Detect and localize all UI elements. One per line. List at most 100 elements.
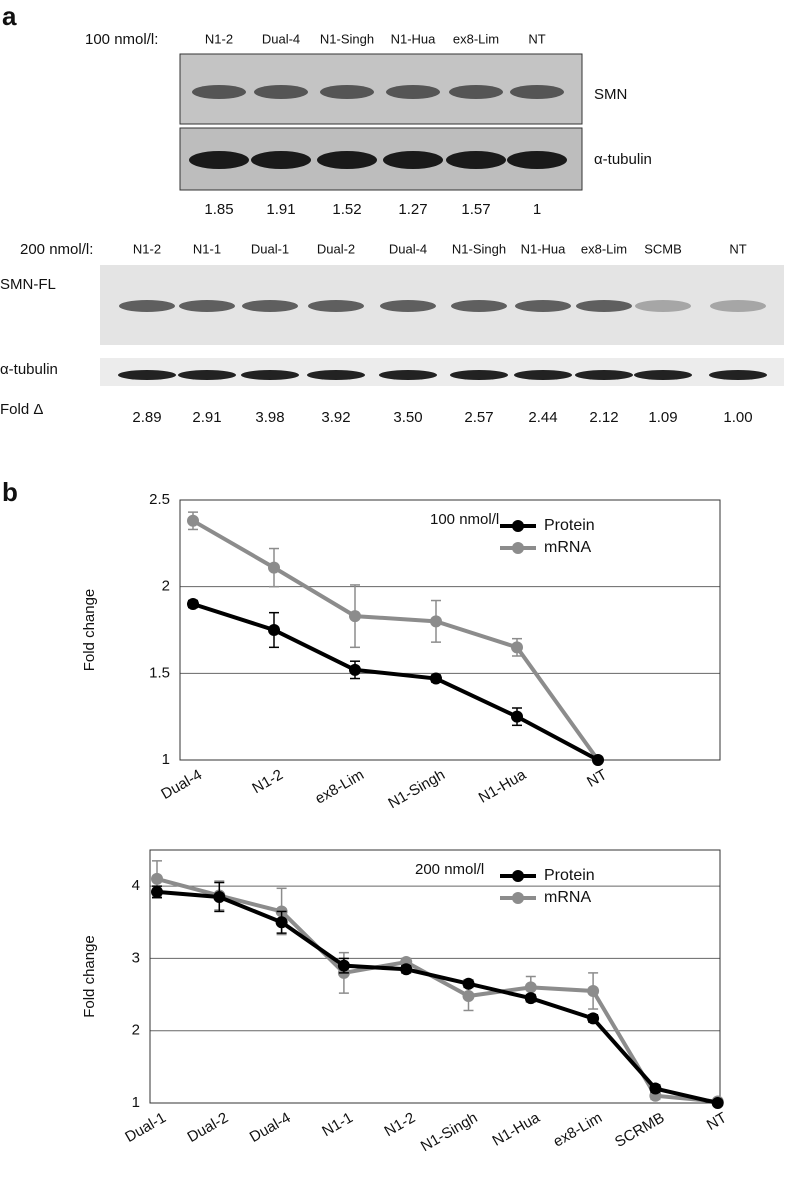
lane-label: N1-Hua xyxy=(391,31,437,46)
series-line xyxy=(156,889,719,1105)
point xyxy=(524,992,537,1005)
legend-label: Protein xyxy=(544,517,595,534)
legend-label: Protein xyxy=(544,867,595,884)
plot-frame xyxy=(179,499,721,761)
point xyxy=(511,710,523,723)
band xyxy=(317,151,377,169)
band xyxy=(514,370,572,380)
band xyxy=(446,151,506,169)
lane-label: NT xyxy=(528,31,545,46)
lane-label: Dual-2 xyxy=(317,241,355,256)
band xyxy=(178,370,236,380)
band-label: SMN-FL xyxy=(0,276,56,293)
fold-value: 1.09 xyxy=(648,409,677,426)
fold-value: 1.00 xyxy=(723,409,752,426)
band xyxy=(634,370,692,380)
point xyxy=(187,598,199,610)
band xyxy=(179,300,235,312)
band xyxy=(192,85,246,99)
lane-label: Dual-1 xyxy=(251,241,289,256)
fold-value: 3.98 xyxy=(255,409,284,426)
y-tick-label: 3 xyxy=(132,949,140,966)
y-tick-label: 2.5 xyxy=(149,491,170,508)
band xyxy=(709,370,767,380)
band xyxy=(383,151,443,169)
fold-value: 2.91 xyxy=(192,409,221,426)
point xyxy=(187,514,199,527)
point xyxy=(349,610,361,623)
point xyxy=(151,872,163,885)
x-tick-label: N1-Hua xyxy=(490,1109,544,1150)
y-tick-label: 1.5 xyxy=(149,664,170,681)
series-line xyxy=(191,519,600,762)
point xyxy=(649,1082,662,1095)
point xyxy=(430,615,442,628)
y-axis-label: Fold change xyxy=(81,589,98,672)
point xyxy=(400,963,413,976)
fold-value: 2.44 xyxy=(528,409,557,426)
lane-label: SCMB xyxy=(644,241,682,256)
x-tick-label: NT xyxy=(584,766,610,791)
fold-value: 2.89 xyxy=(132,409,161,426)
condition-label: 100 nmol/l: xyxy=(85,31,158,48)
legend-swatch xyxy=(512,870,524,882)
band xyxy=(576,300,632,312)
point xyxy=(349,663,361,676)
band xyxy=(449,85,503,99)
band xyxy=(242,300,298,312)
band xyxy=(515,300,571,312)
point xyxy=(592,754,604,766)
band xyxy=(119,300,175,312)
band xyxy=(450,370,508,380)
band xyxy=(251,151,311,169)
y-tick-label: 1 xyxy=(162,751,170,768)
legend-label: mRNA xyxy=(544,889,591,906)
point xyxy=(430,672,442,685)
point xyxy=(213,890,226,903)
point xyxy=(268,624,280,636)
fold-value: 1 xyxy=(533,201,541,218)
annotation: 100 nmol/l xyxy=(430,511,499,528)
point xyxy=(462,990,475,1003)
y-tick-label: 2 xyxy=(132,1022,140,1039)
band xyxy=(635,300,691,312)
x-tick-label: ex8-Lim xyxy=(312,766,367,807)
band xyxy=(507,151,567,169)
x-tick-label: N1-Hua xyxy=(476,766,530,807)
fold-value: 3.92 xyxy=(321,409,350,426)
x-tick-label: NT xyxy=(704,1109,730,1134)
band-label: α-tubulin xyxy=(0,361,58,378)
fold-value: 2.57 xyxy=(464,409,493,426)
lane-label: N1-2 xyxy=(205,31,233,46)
panel-label: b xyxy=(2,477,18,507)
lane-label: N1-1 xyxy=(193,241,221,256)
point xyxy=(268,561,280,574)
fold-value: 2.12 xyxy=(589,409,618,426)
point xyxy=(462,977,475,990)
band-label: α-tubulin xyxy=(594,151,652,168)
band xyxy=(118,370,176,380)
band xyxy=(510,85,564,99)
point xyxy=(151,885,163,898)
panel-label: a xyxy=(2,1,17,31)
band xyxy=(379,370,437,380)
fold-value: 1.91 xyxy=(266,201,295,218)
y-tick-label: 2 xyxy=(162,578,170,595)
x-tick-label: N1-2 xyxy=(249,766,286,797)
point xyxy=(337,959,350,972)
band xyxy=(307,370,365,380)
band xyxy=(189,151,249,169)
lane-label: ex8-Lim xyxy=(581,241,627,256)
fold-value: 1.85 xyxy=(204,201,233,218)
x-tick-label: Dual-2 xyxy=(185,1109,232,1146)
x-tick-label: Dual-1 xyxy=(122,1109,169,1146)
annotation: 200 nmol/l xyxy=(415,861,484,878)
band-label: SMN xyxy=(594,86,627,103)
legend-swatch xyxy=(512,892,524,904)
x-tick-label: N1-Singh xyxy=(418,1109,481,1155)
x-tick-label: Dual-4 xyxy=(247,1109,294,1146)
fold-value: 1.27 xyxy=(398,201,427,218)
lane-label: N1-Singh xyxy=(320,31,374,46)
lane-label: N1-Singh xyxy=(452,241,506,256)
